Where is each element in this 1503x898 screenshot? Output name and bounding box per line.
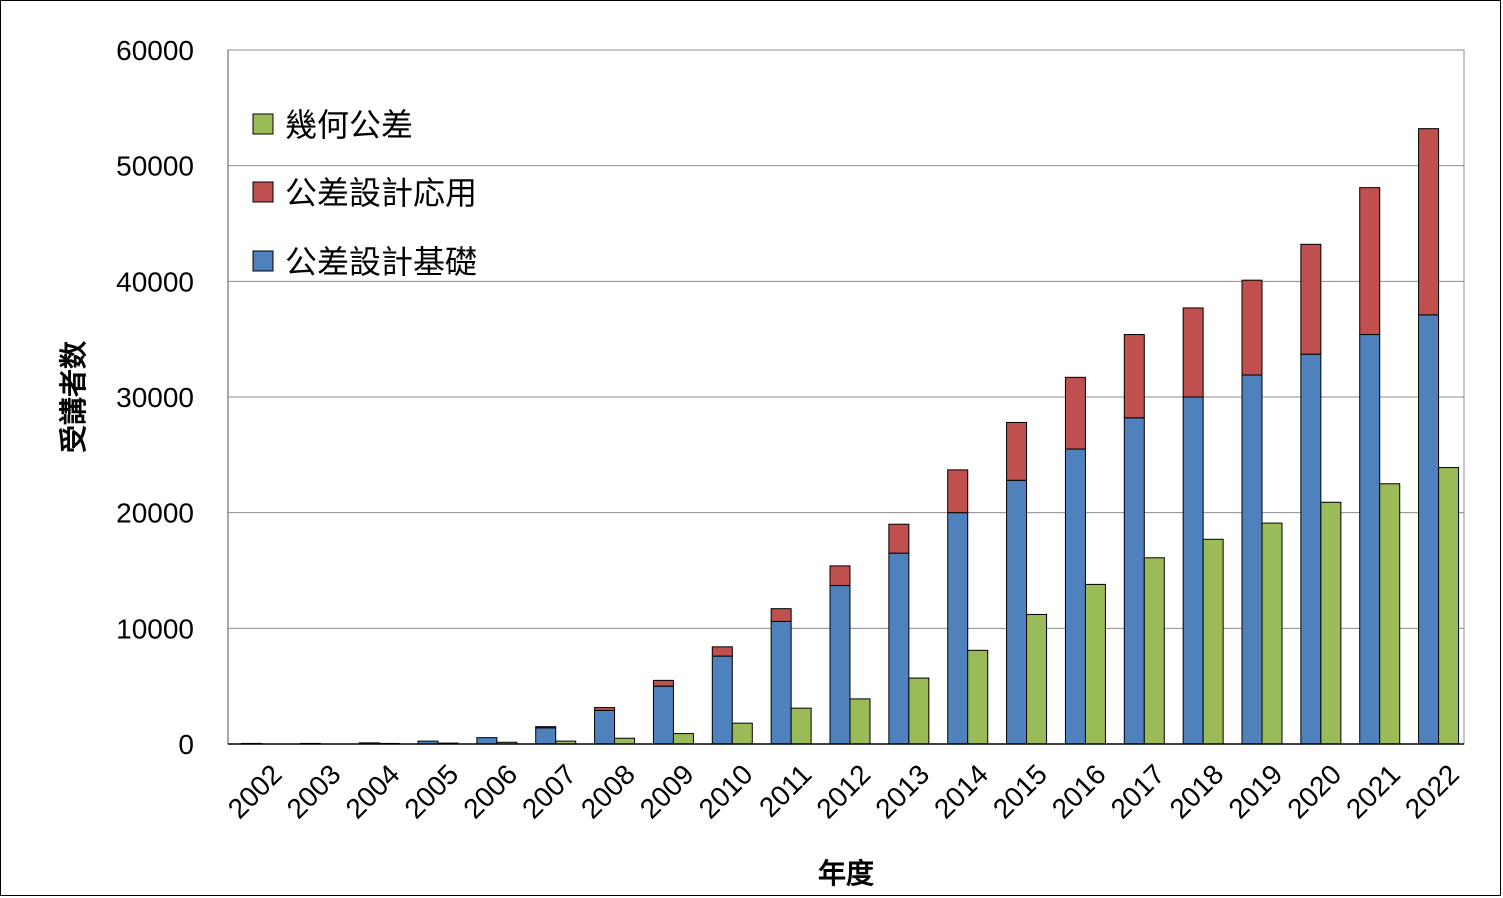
x-axis-title: 年度 [818,857,874,890]
x-tick-label: 2002 [222,758,288,824]
x-tick-label: 2014 [928,758,994,824]
bar-公差設計基礎-2012 [829,585,851,745]
legend-swatch [252,181,274,203]
legend-label: 公差設計基礎 [285,243,477,281]
bar-公差設計応用-2019 [1241,279,1263,376]
x-tick-label: 2007 [516,758,582,824]
bar-幾何公差-2021 [1379,483,1401,745]
bar-公差設計基礎-2010 [711,655,733,745]
legend-swatch [252,250,274,272]
x-tick-label: 2016 [1046,758,1112,824]
bar-幾何公差-2017 [1143,557,1165,745]
bar-公差設計基礎-2007 [535,727,557,745]
bar-公差設計応用-2018 [1182,307,1204,398]
bar-公差設計応用-2007 [535,726,557,729]
y-axis-title: 受講者数 [57,340,90,453]
x-tick-label: 2017 [1105,758,1171,824]
bar-公差設計基礎-2021 [1359,334,1381,745]
bar-公差設計基礎-2015 [1006,479,1028,745]
bar-公差設計応用-2010 [711,646,733,657]
bar-公差設計応用-2012 [829,565,851,587]
x-tick-label: 2006 [457,758,523,824]
y-tick-label: 60000 [116,35,194,66]
x-tick-label: 2008 [575,758,641,824]
bar-公差設計応用-2009 [652,679,674,687]
bar-公差設計応用-2008 [594,707,616,711]
bar-公差設計基礎-2006 [476,737,498,745]
y-tick-label: 0 [178,729,194,760]
y-tick-label: 20000 [116,498,194,529]
x-tick-label: 2021 [1340,758,1406,824]
bar-公差設計応用-2014 [947,469,969,514]
bar-公差設計応用-2020 [1300,243,1322,355]
bar-幾何公差-2022 [1438,467,1460,745]
bar-公差設計基礎-2013 [888,552,910,745]
bar-幾何公差-2011 [790,707,812,745]
x-tick-label: 2020 [1281,758,1347,824]
bar-公差設計基礎-2022 [1418,314,1440,745]
x-tick-label: 2018 [1164,758,1230,824]
bar-幾何公差-2019 [1261,522,1283,745]
bar-公差設計応用-2022 [1418,128,1440,316]
bars [240,128,1460,745]
bar-公差設計基礎-2016 [1064,448,1086,745]
bar-幾何公差-2010 [731,722,753,745]
x-tick-label: 2015 [987,758,1053,824]
x-tick-labels: 2002200320042005200620072008200920102011… [222,758,1465,824]
bar-公差設計応用-2011 [770,608,792,622]
bar-幾何公差-2018 [1202,538,1224,745]
y-tick-label: 30000 [116,382,194,413]
y-tick-label: 40000 [116,266,194,297]
legend-label: 公差設計応用 [285,174,477,212]
bar-幾何公差-2013 [908,677,930,745]
bar-幾何公差-2020 [1320,501,1342,745]
x-tick-label: 2004 [340,758,406,824]
bar-公差設計基礎-2009 [652,685,674,745]
bar-幾何公差-2016 [1084,583,1106,745]
bar-公差設計基礎-2019 [1241,374,1263,745]
x-tick-label: 2003 [281,758,347,824]
bar-公差設計応用-2021 [1359,187,1381,336]
y-tick-label: 10000 [116,613,194,644]
bar-公差設計応用-2016 [1064,376,1086,450]
x-tick-label: 2013 [869,758,935,824]
legend-label: 幾何公差 [285,106,413,144]
bar-幾何公差-2014 [967,649,989,745]
legend-swatch [252,113,274,135]
bar-公差設計基礎-2014 [947,512,969,745]
x-tick-label: 2012 [810,758,876,824]
bar-幾何公差-2008 [614,737,636,745]
bar-公差設計基礎-2020 [1300,353,1322,745]
bar-公差設計基礎-2008 [594,709,616,745]
x-tick-label: 2005 [398,758,464,824]
x-tick-label: 2022 [1399,758,1465,824]
x-tick-label: 2009 [634,758,700,824]
bar-公差設計基礎-2011 [770,620,792,745]
x-tick-label: 2010 [693,758,759,824]
bar-幾何公差-2009 [672,733,694,745]
bar-幾何公差-2015 [1026,613,1048,745]
bar-公差設計応用-2013 [888,523,910,554]
y-tick-label: 50000 [116,151,194,182]
x-tick-label: 2019 [1222,758,1288,824]
bar-幾何公差-2012 [849,698,871,745]
bar-公差設計基礎-2017 [1123,417,1145,745]
bar-公差設計応用-2015 [1006,421,1028,481]
axes [227,50,1464,745]
bar-公差設計基礎-2018 [1182,396,1204,745]
bar-公差設計応用-2017 [1123,334,1145,419]
x-tick-label: 2011 [753,758,818,823]
y-tick-labels: 0 10000 20000 30000 40000 50000 60000 [116,35,194,760]
